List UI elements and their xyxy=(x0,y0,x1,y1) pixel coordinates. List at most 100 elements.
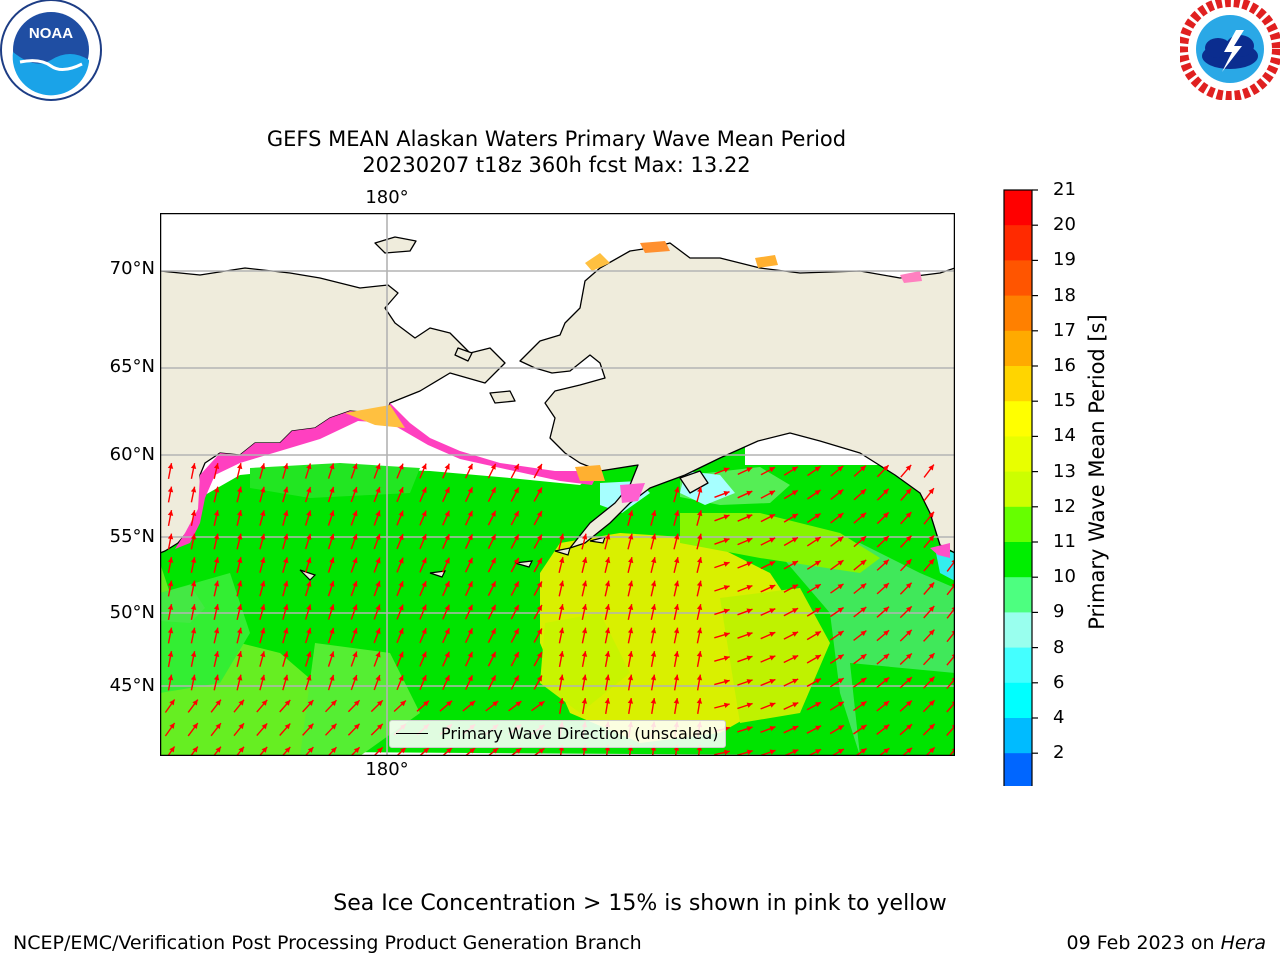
wave-arrow-head xyxy=(307,747,314,753)
wave-arrow-head xyxy=(604,627,611,634)
wave-arrow-head xyxy=(238,746,244,753)
colorbar-segment xyxy=(1004,225,1032,261)
wave-arrow-head xyxy=(446,747,453,754)
wave-arrow-head xyxy=(536,487,542,494)
wave-arrow-head xyxy=(837,536,844,543)
wave-arrow-head xyxy=(769,726,776,732)
wave-arrow-head xyxy=(581,674,588,681)
wave-arrow-head xyxy=(352,628,358,634)
wave-arrow-head xyxy=(558,604,565,610)
wave-arrow-head xyxy=(769,655,776,661)
wave-arrow-head xyxy=(883,606,889,613)
wave-arrow-head xyxy=(605,533,611,540)
wave-arrow-head xyxy=(673,604,680,610)
lon-label-top: 180° xyxy=(365,187,409,208)
wave-arrow-head xyxy=(883,701,890,707)
colorbar-tick-label: 10 xyxy=(1053,566,1076,588)
wave-arrow-head xyxy=(837,489,844,495)
colorbar-tick-label: 12 xyxy=(1053,495,1076,517)
colorbar-tick-label: 11 xyxy=(1053,531,1076,552)
wave-arrow-head xyxy=(860,630,867,637)
colorbar-tick-label: 17 xyxy=(1053,319,1076,341)
wave-arrow-head xyxy=(421,463,427,470)
wave-arrow-head xyxy=(421,557,427,564)
wave-arrow-head xyxy=(467,463,473,470)
wave-arrow-head xyxy=(490,675,496,682)
wave-arrow-head xyxy=(213,510,220,516)
wave-arrow-head xyxy=(467,581,473,588)
colorbar-segment xyxy=(1004,471,1032,508)
wave-arrow-head xyxy=(814,513,821,519)
wave-arrow-head xyxy=(536,628,542,635)
wave-arrow-head xyxy=(307,700,314,706)
wave-arrow-head xyxy=(792,702,799,708)
wave-arrow-head xyxy=(306,463,312,470)
wave-arrow-head xyxy=(559,557,565,564)
colorbar-segment xyxy=(1004,612,1032,649)
wave-arrow-head xyxy=(400,700,406,707)
wave-arrow-head xyxy=(237,674,243,681)
wave-arrow-head xyxy=(906,629,912,636)
wave-arrow-head xyxy=(329,533,335,540)
colorbar-tick-label: 14 xyxy=(1053,425,1076,447)
date-value: 09 Feb 2023 on xyxy=(1066,932,1215,954)
colorbar-tick-label: 19 xyxy=(1053,249,1076,271)
lat-label-45: 45°N xyxy=(109,675,155,696)
wave-arrow-head xyxy=(306,486,312,493)
wave-arrow-head xyxy=(213,580,220,587)
wave-arrow-head xyxy=(167,651,174,657)
wave-arrow-head xyxy=(559,533,565,540)
wave-arrow-head xyxy=(352,581,358,587)
wave-arrow-head xyxy=(375,510,381,517)
wave-arrow-head xyxy=(398,534,404,541)
wave-arrow-head xyxy=(283,510,289,517)
wave-arrow-head xyxy=(905,464,912,471)
wave-arrow-head xyxy=(724,749,730,756)
wave-arrow-head xyxy=(423,747,429,754)
lat-label-60: 60°N xyxy=(109,444,155,465)
wave-arrow-head xyxy=(837,654,844,660)
colorbar-tick-label: 15 xyxy=(1053,390,1076,412)
wave-arrow-head xyxy=(306,533,312,540)
wave-arrow-head xyxy=(329,463,335,470)
wave-arrow-shaft xyxy=(946,630,955,643)
wave-arrow-head xyxy=(673,580,680,587)
wave-arrow-head xyxy=(746,490,753,496)
wave-arrow-shaft xyxy=(946,701,955,713)
wave-arrow-head xyxy=(190,651,197,657)
wave-arrow-head xyxy=(769,749,776,755)
wave-arrow-head xyxy=(837,678,844,684)
wave-arrow-head xyxy=(581,651,588,657)
wave-arrow-head xyxy=(906,747,913,754)
wave-arrow-head xyxy=(650,651,657,657)
wave-arrow-head xyxy=(513,581,519,588)
wave-arrow-head xyxy=(352,463,358,470)
wave-arrow-head xyxy=(883,748,890,754)
wave-arrow-head xyxy=(883,559,889,566)
wave-arrow-head xyxy=(190,486,197,493)
wave-arrow-head xyxy=(791,537,798,543)
wave-arrow-head xyxy=(905,582,912,589)
wave-arrow-head xyxy=(769,631,776,637)
wave-arrow-head xyxy=(792,608,799,614)
wave-arrow-head xyxy=(628,533,634,540)
wave-arrow-head xyxy=(237,510,243,517)
wave-arrow-head xyxy=(627,627,634,634)
colorbar-segment xyxy=(1004,190,1032,226)
wave-arrow-head xyxy=(329,510,335,517)
map-panel xyxy=(160,213,955,756)
colorbar-tick-label: 18 xyxy=(1053,284,1076,306)
wave-arrow-head xyxy=(352,604,358,611)
wave-arrow-head xyxy=(444,604,450,611)
wave-arrow-head xyxy=(238,699,244,706)
wave-arrow-head xyxy=(190,674,197,681)
legend-label: Primary Wave Direction (unscaled) xyxy=(441,724,719,743)
wave-arrow-head xyxy=(860,536,867,542)
wave-arrow-head xyxy=(444,581,450,588)
wave-arrow-head xyxy=(306,604,312,611)
wave-arrow-head xyxy=(306,674,312,681)
wave-arrow-head xyxy=(513,510,519,517)
land-st-lawrence xyxy=(454,347,473,362)
wave-arrow-head xyxy=(513,651,519,658)
wave-arrow-head xyxy=(492,748,499,754)
